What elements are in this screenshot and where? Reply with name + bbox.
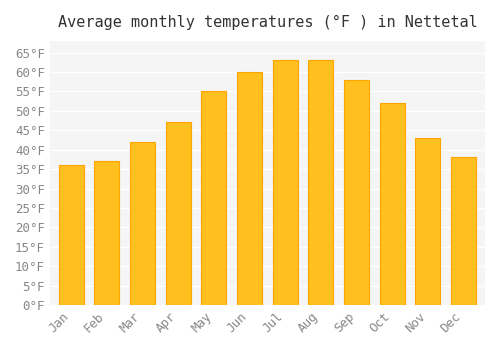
Bar — [273, 60, 297, 305]
Bar — [308, 60, 334, 305]
Title: Average monthly temperatures (°F ) in Nettetal: Average monthly temperatures (°F ) in Ne… — [58, 15, 478, 30]
Bar — [416, 138, 440, 305]
Bar — [380, 103, 404, 305]
Bar — [237, 72, 262, 305]
Bar — [130, 142, 155, 305]
Bar — [451, 158, 476, 305]
Bar — [166, 122, 190, 305]
Bar — [202, 91, 226, 305]
Bar — [94, 161, 120, 305]
Bar — [344, 80, 369, 305]
Bar — [59, 165, 84, 305]
